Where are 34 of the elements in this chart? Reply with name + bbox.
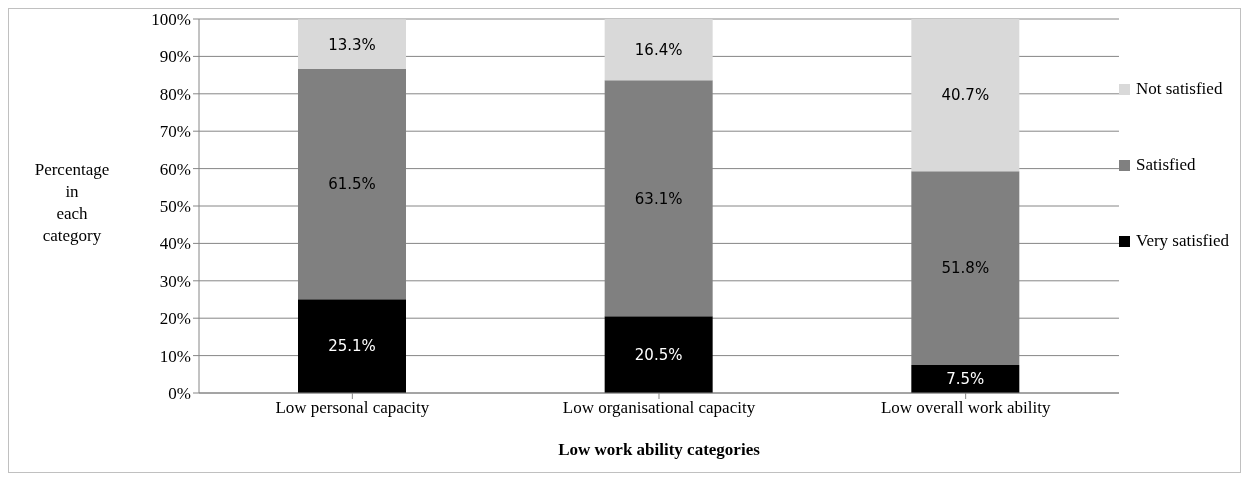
y-tick-label: 50% [159, 197, 191, 217]
x-tick-label: Low overall work ability [880, 398, 1051, 418]
y-tick-label: 40% [159, 234, 191, 254]
data-label: 13.3% [328, 35, 376, 54]
data-label: 63.1% [634, 189, 683, 208]
bar [911, 364, 1020, 393]
y-tick-label: 60% [159, 159, 191, 179]
bar [604, 316, 713, 393]
y-axis-title: Percentage in each category [33, 159, 111, 247]
x-axis-title: Low work ability categories [558, 440, 761, 459]
data-label: 40.7% [941, 86, 990, 105]
bar [604, 19, 713, 81]
bar [911, 19, 1020, 172]
data-label: 51.8% [941, 259, 990, 278]
x-tick-label: Low organisational capacity [562, 398, 756, 418]
y-tick-label: 80% [159, 84, 191, 104]
bar [298, 299, 406, 393]
y-tick-label: 90% [159, 47, 191, 67]
y-tick-label: 0% [168, 384, 191, 404]
data-label: 25.1% [328, 337, 376, 356]
y-tick-label: 10% [159, 346, 191, 366]
legend-label: Satisfied [1135, 155, 1196, 175]
y-tick-label: 70% [159, 122, 191, 142]
y-tick-label: 100% [151, 10, 191, 30]
legend-label: Not satisfied [1135, 79, 1223, 99]
x-tick-label: Low personal capacity [275, 398, 430, 418]
data-label: 20.5% [634, 345, 683, 364]
data-label: 7.5% [946, 370, 985, 389]
y-tick-label: 30% [159, 271, 191, 291]
bar [298, 19, 406, 70]
y-tick-label: 20% [159, 309, 191, 329]
data-label: 61.5% [328, 175, 376, 194]
legend-label: Very satisfied [1135, 231, 1229, 251]
data-label: 16.4% [634, 40, 683, 59]
